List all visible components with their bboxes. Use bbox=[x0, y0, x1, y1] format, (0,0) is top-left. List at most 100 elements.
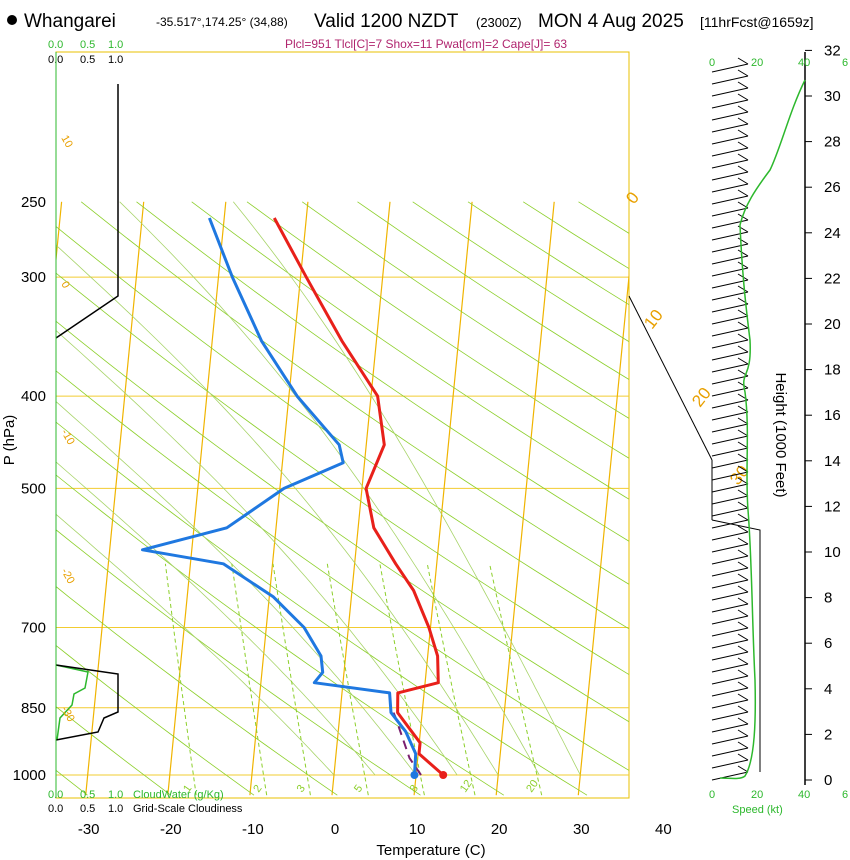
wind-barb bbox=[711, 531, 749, 541]
wind-barb-flag bbox=[737, 441, 749, 449]
pressure-tick-label: 400 bbox=[21, 388, 46, 405]
mixing-ratio-label: 1 bbox=[181, 783, 194, 795]
mixing-ratio-label: 2 bbox=[251, 783, 264, 795]
x-axis-title: Temperature (C) bbox=[376, 842, 485, 859]
mixing-ratio-line bbox=[379, 563, 425, 796]
pressure-tick-label: 1000 bbox=[13, 767, 46, 784]
wind-barb-flag bbox=[737, 513, 749, 521]
cloud-tick-green: 1.0 bbox=[108, 39, 123, 51]
pressure-tick-label: 850 bbox=[21, 700, 46, 717]
dewpoint-trace bbox=[141, 217, 418, 776]
cloud-tick-black: 1.0 bbox=[108, 54, 123, 66]
isotherm-line bbox=[167, 201, 227, 796]
dry-adiabat-line bbox=[0, 202, 4, 795]
wind-barb-flag bbox=[737, 93, 749, 101]
station-bullet-icon bbox=[7, 15, 17, 25]
valid-utc: (2300Z) bbox=[476, 15, 522, 30]
wind-barb bbox=[711, 423, 749, 433]
dry-adiabat-line bbox=[56, 529, 421, 796]
wind-barb-flag bbox=[737, 453, 749, 461]
dry-adiabat-line bbox=[301, 201, 629, 419]
height-tick-label: 8 bbox=[824, 590, 832, 607]
cloud-axis-bottom: 0.0 0.5 1.0 CloudWater (g/Kg) 0.0 0.5 1.… bbox=[48, 789, 243, 815]
pressure-tick-label: 300 bbox=[21, 269, 46, 286]
wind-barb bbox=[711, 519, 749, 529]
speed-tick: 6 bbox=[842, 57, 848, 69]
mixing-ratio-label: 3 bbox=[295, 783, 308, 795]
wind-barb-flag bbox=[737, 345, 749, 353]
wind-barb-flag bbox=[737, 381, 749, 389]
cloudiness-profile-lower bbox=[55, 664, 119, 741]
wind-barb-flag bbox=[737, 141, 749, 149]
wind-barb bbox=[711, 219, 749, 229]
wind-barb-flag bbox=[737, 189, 749, 197]
isotherm-line bbox=[85, 201, 145, 796]
height-tick-label: 2 bbox=[824, 726, 832, 743]
pressure-tick-label: 500 bbox=[21, 480, 46, 497]
height-tick-label: 30 bbox=[824, 88, 841, 105]
speed-tick: 0 bbox=[709, 57, 715, 69]
cloud-tick-black: 0.5 bbox=[80, 54, 95, 66]
station-name: Whangarei bbox=[24, 11, 116, 32]
dry-adiabat-line bbox=[246, 201, 629, 459]
wind-barb bbox=[711, 591, 749, 601]
isotherm-line bbox=[413, 201, 473, 796]
plot-frame bbox=[55, 51, 630, 799]
dry-adiabat-line bbox=[136, 201, 629, 542]
wind-barb bbox=[711, 471, 749, 481]
temperature-tick-label: 40 bbox=[655, 821, 672, 838]
wind-barb-flag bbox=[737, 693, 749, 701]
wind-barb bbox=[711, 135, 749, 145]
cloud-water-profile bbox=[55, 664, 89, 741]
y-axis-title: P (hPa) bbox=[1, 415, 18, 466]
height-tick-label: 26 bbox=[824, 179, 841, 196]
wind-barb bbox=[711, 675, 749, 685]
forecast-info: [11hrFcst@1659z] bbox=[700, 14, 814, 30]
wind-barb-flag bbox=[737, 705, 749, 713]
dry-adiabat-line bbox=[56, 706, 172, 796]
wind-barb bbox=[711, 759, 749, 769]
height-axis-title: Height (1000 Feet) bbox=[772, 372, 789, 497]
wind-barb bbox=[711, 147, 749, 157]
wind-barb-flag bbox=[737, 657, 749, 665]
wind-barb bbox=[711, 363, 749, 373]
wind-barb-flag bbox=[737, 129, 749, 137]
isotherm-line bbox=[249, 201, 309, 796]
dry-adiabat-line bbox=[56, 320, 629, 723]
pressure-tick-label: 250 bbox=[21, 194, 46, 211]
mixing-ratio-label: 5 bbox=[352, 783, 365, 795]
isotherm-label-right: 10 bbox=[640, 306, 667, 333]
cloud-tick-green: 0.0 bbox=[48, 39, 63, 51]
wind-barbs bbox=[711, 57, 749, 781]
wind-barb bbox=[711, 315, 749, 325]
temperature-tick-label: -30 bbox=[78, 821, 100, 838]
isotherm-label-right: 20 bbox=[688, 384, 715, 411]
speed-tick: 40 bbox=[798, 789, 810, 801]
valid-time: Valid 1200 NZDT bbox=[314, 11, 459, 32]
wind-barb bbox=[711, 615, 749, 625]
temperature-tick-label: 20 bbox=[491, 821, 508, 838]
mixing-ratio-line bbox=[426, 563, 476, 796]
wind-barb-flag bbox=[737, 633, 749, 641]
cloud-tick-green: 1.0 bbox=[108, 789, 123, 801]
speed-tick: 6 bbox=[842, 789, 848, 801]
wind-barb-flag bbox=[737, 81, 749, 89]
isotherm-line bbox=[331, 201, 391, 796]
cloudiness-label: Grid-Scale Cloudiness bbox=[133, 803, 243, 815]
wind-barb bbox=[711, 495, 749, 505]
speed-axis-top: 0 20 40 6 bbox=[709, 57, 848, 69]
wind-barb-flag bbox=[737, 369, 749, 377]
wind-barb bbox=[711, 195, 749, 205]
wind-speed-envelope bbox=[711, 519, 761, 772]
station-coords: -35.517°,174.25° (34,88) bbox=[156, 15, 288, 29]
wind-barb-flag bbox=[737, 609, 749, 617]
wind-barb-flag bbox=[737, 573, 749, 581]
dry-adiabat-line bbox=[357, 201, 629, 381]
isotherm-line bbox=[495, 201, 555, 796]
isotherm-line bbox=[743, 202, 801, 795]
dry-adiabat-line bbox=[191, 201, 629, 500]
wind-barb bbox=[711, 687, 749, 697]
wind-barb-flag bbox=[737, 681, 749, 689]
wind-barb bbox=[711, 75, 749, 85]
